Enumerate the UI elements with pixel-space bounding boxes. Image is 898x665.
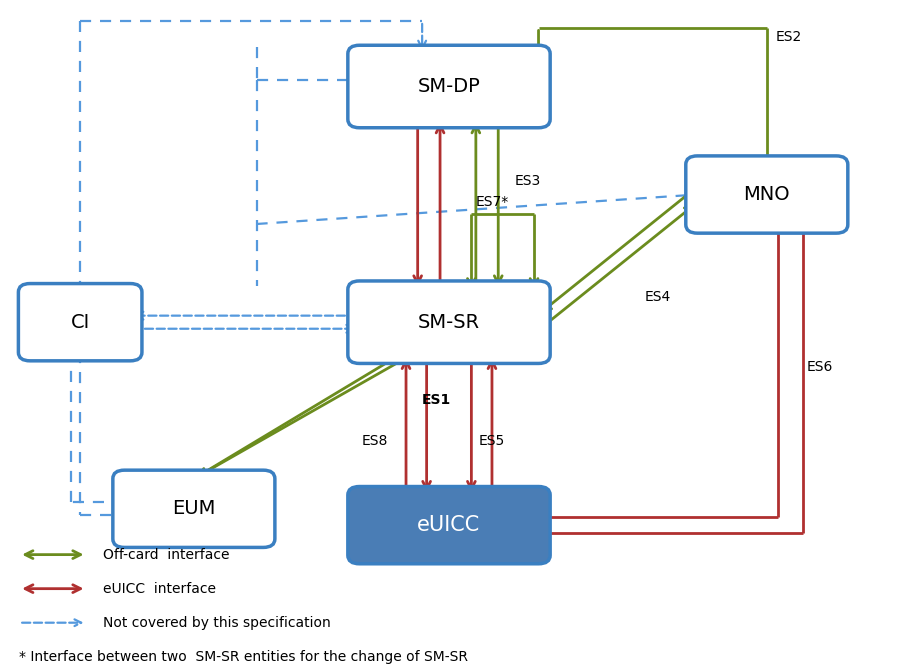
Text: * Interface between two  SM-SR entities for the change of SM-SR: * Interface between two SM-SR entities f… (19, 650, 468, 664)
Text: ES8: ES8 (361, 434, 388, 448)
Text: Off-card  interface: Off-card interface (102, 547, 229, 562)
FancyBboxPatch shape (348, 487, 550, 564)
Text: EUM: EUM (172, 499, 216, 518)
FancyBboxPatch shape (686, 156, 848, 233)
Text: eUICC: eUICC (418, 515, 480, 535)
Text: SM-SR: SM-SR (418, 313, 480, 332)
Text: MNO: MNO (744, 185, 790, 204)
Text: eUICC  interface: eUICC interface (102, 582, 216, 596)
FancyBboxPatch shape (18, 283, 142, 361)
Text: ES4: ES4 (645, 290, 671, 305)
FancyBboxPatch shape (348, 45, 550, 128)
Text: SM-DP: SM-DP (418, 77, 480, 96)
Text: ES2: ES2 (776, 30, 802, 44)
FancyBboxPatch shape (113, 470, 275, 547)
Text: ES1: ES1 (422, 393, 452, 407)
Text: ES6: ES6 (807, 360, 833, 374)
Text: ES7*: ES7* (476, 196, 509, 209)
Text: ES3: ES3 (515, 174, 541, 188)
FancyBboxPatch shape (348, 281, 550, 364)
Text: ES5: ES5 (479, 434, 505, 448)
Text: CI: CI (71, 313, 90, 332)
Text: Not covered by this specification: Not covered by this specification (102, 616, 330, 630)
